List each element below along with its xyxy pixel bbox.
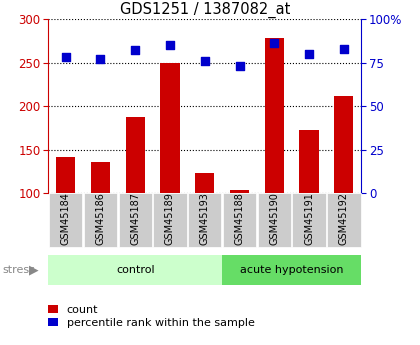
Text: GSM45191: GSM45191 [304, 193, 314, 245]
Text: GSM45193: GSM45193 [200, 193, 210, 245]
Bar [49, 193, 82, 247]
Bar [160, 63, 179, 280]
Text: acute hypotension: acute hypotension [240, 265, 344, 275]
Point [132, 48, 139, 53]
Bar [118, 193, 152, 247]
Point [97, 56, 104, 62]
Bar [292, 193, 326, 247]
Bar [84, 193, 117, 247]
Point [167, 42, 173, 48]
Bar [153, 193, 186, 247]
Text: GSM45187: GSM45187 [130, 193, 140, 245]
Bar [334, 96, 353, 280]
Bar [327, 193, 360, 247]
Point [341, 46, 347, 51]
Point [202, 58, 208, 63]
Text: ▶: ▶ [29, 264, 38, 276]
Bar [48, 255, 222, 285]
Bar [195, 173, 214, 280]
Text: control: control [116, 265, 155, 275]
Bar [126, 117, 145, 280]
Bar [188, 193, 221, 247]
Bar [299, 130, 319, 280]
Text: GSM45186: GSM45186 [95, 193, 105, 245]
Bar [56, 157, 75, 280]
Text: stress: stress [2, 265, 35, 275]
Point [62, 55, 69, 60]
Bar [257, 193, 291, 247]
Text: GSM45192: GSM45192 [339, 193, 349, 245]
Bar [222, 255, 361, 285]
Point [236, 63, 243, 69]
Text: GSM45188: GSM45188 [234, 193, 244, 245]
Title: GDS1251 / 1387082_at: GDS1251 / 1387082_at [120, 1, 290, 18]
Text: GSM45189: GSM45189 [165, 193, 175, 245]
Text: GSM45184: GSM45184 [60, 193, 71, 245]
Bar [223, 193, 256, 247]
Bar [265, 38, 284, 280]
Point [306, 51, 312, 57]
Point [271, 41, 278, 46]
Bar [230, 190, 249, 280]
Bar [91, 162, 110, 280]
Text: GSM45190: GSM45190 [269, 193, 279, 245]
Legend: count, percentile rank within the sample: count, percentile rank within the sample [43, 300, 259, 333]
